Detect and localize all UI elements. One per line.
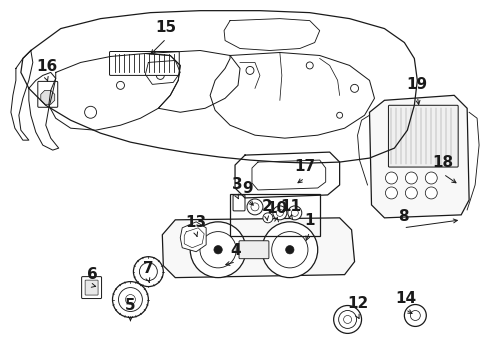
Circle shape	[84, 106, 96, 118]
Text: 3: 3	[231, 177, 242, 192]
Circle shape	[425, 172, 436, 184]
Circle shape	[190, 222, 245, 278]
FancyBboxPatch shape	[85, 280, 98, 295]
Circle shape	[112, 282, 148, 318]
Text: 1: 1	[304, 213, 314, 228]
Polygon shape	[180, 222, 206, 252]
Circle shape	[333, 306, 361, 333]
Circle shape	[271, 231, 307, 268]
FancyBboxPatch shape	[239, 241, 268, 259]
Text: 12: 12	[346, 297, 367, 311]
Circle shape	[245, 67, 253, 75]
Circle shape	[385, 187, 397, 199]
Text: 5: 5	[125, 298, 136, 314]
Circle shape	[405, 172, 416, 184]
Circle shape	[250, 203, 259, 211]
Circle shape	[343, 315, 351, 323]
FancyBboxPatch shape	[81, 276, 102, 298]
Circle shape	[133, 257, 163, 287]
Circle shape	[385, 172, 397, 184]
Circle shape	[200, 231, 236, 268]
Text: 16: 16	[36, 59, 57, 75]
Circle shape	[118, 288, 142, 311]
Circle shape	[425, 187, 436, 199]
Text: 13: 13	[185, 215, 206, 230]
Circle shape	[336, 112, 342, 118]
Polygon shape	[162, 218, 354, 278]
FancyBboxPatch shape	[109, 51, 179, 75]
Circle shape	[213, 246, 222, 254]
Text: 7: 7	[143, 261, 153, 276]
Circle shape	[125, 294, 135, 305]
Circle shape	[338, 310, 356, 328]
Text: 10: 10	[266, 201, 287, 216]
FancyBboxPatch shape	[38, 81, 58, 107]
Polygon shape	[369, 95, 468, 218]
Text: 19: 19	[406, 77, 427, 92]
Circle shape	[139, 263, 157, 280]
Text: 18: 18	[432, 155, 453, 170]
Text: 15: 15	[155, 19, 177, 35]
Text: 4: 4	[230, 243, 241, 258]
Text: 2: 2	[261, 199, 272, 214]
FancyBboxPatch shape	[233, 195, 244, 211]
Circle shape	[291, 210, 298, 216]
Circle shape	[272, 206, 286, 220]
Text: 17: 17	[294, 159, 315, 174]
Circle shape	[350, 84, 358, 92]
Polygon shape	[41, 90, 55, 104]
Circle shape	[263, 213, 272, 223]
Text: 11: 11	[280, 199, 301, 214]
Circle shape	[246, 199, 263, 215]
FancyBboxPatch shape	[387, 105, 457, 167]
Circle shape	[404, 305, 426, 327]
Circle shape	[116, 81, 124, 89]
Circle shape	[305, 62, 313, 69]
Text: 6: 6	[87, 267, 98, 282]
Circle shape	[276, 210, 283, 216]
Text: 14: 14	[394, 291, 415, 306]
Circle shape	[262, 222, 317, 278]
Circle shape	[287, 206, 301, 220]
Circle shape	[156, 71, 164, 80]
Text: 8: 8	[397, 209, 408, 224]
Bar	[229, 194, 319, 236]
Circle shape	[409, 310, 420, 320]
Circle shape	[285, 246, 293, 254]
Text: 9: 9	[242, 181, 253, 196]
Circle shape	[405, 187, 416, 199]
